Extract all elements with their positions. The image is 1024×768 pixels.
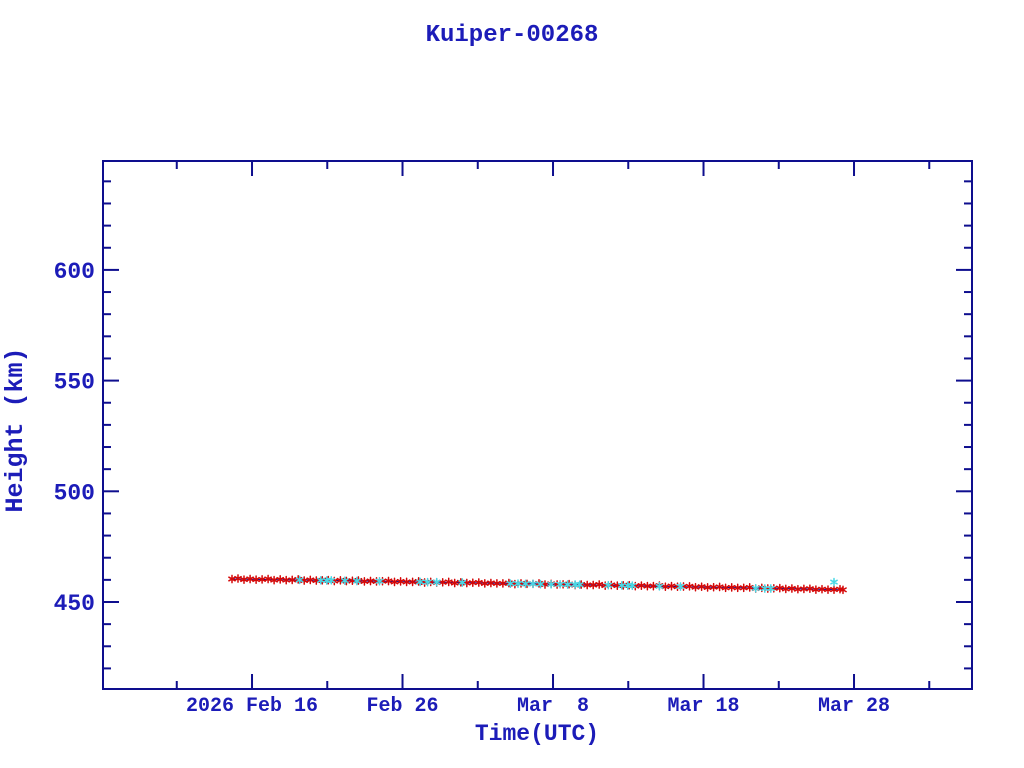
x-tick-label: Mar 18 — [668, 695, 740, 718]
y-tick-label: 550 — [54, 370, 95, 396]
x-tick-label: Feb 26 — [367, 695, 439, 718]
axes-layer: 2026 Feb 16 Feb 26 Mar 8 Mar 18 Mar 28 450 500… — [54, 160, 973, 718]
y-tick-label: 450 — [54, 591, 95, 617]
height-measurements-cyan — [295, 575, 838, 593]
y-axis-title: Height (km) — [1, 347, 30, 512]
x-tick-label: 2026 Feb 16 — [186, 695, 318, 718]
y-tick-label: 500 — [54, 480, 95, 506]
data-layer — [228, 574, 847, 595]
chart-title: Kuiper-00268 — [426, 22, 599, 49]
x-axis-title: Time(UTC) — [475, 721, 599, 747]
x-tick-label: Mar 28 — [818, 695, 890, 718]
x-tick-label: Mar 8 — [517, 695, 589, 718]
y-tick-label: 600 — [54, 259, 95, 285]
plot-frame — [102, 160, 973, 690]
